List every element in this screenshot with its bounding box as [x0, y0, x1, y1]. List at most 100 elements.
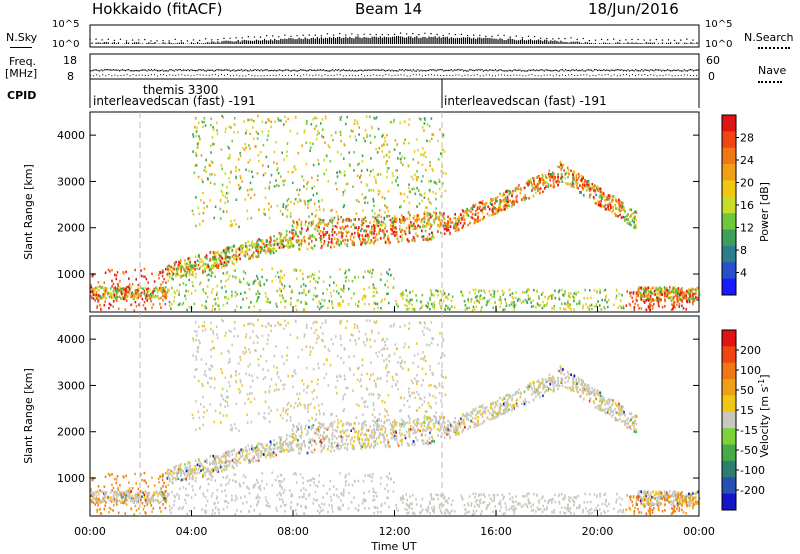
power-point: [632, 292, 635, 295]
power-point: [438, 225, 441, 229]
power-point: [189, 266, 192, 270]
freq-point: [100, 69, 102, 71]
power-point: [238, 253, 241, 257]
power-point: [295, 226, 298, 230]
freq-point: [519, 69, 521, 71]
power-point: [306, 225, 309, 229]
power-point: [549, 178, 552, 182]
power-point: [668, 291, 670, 294]
power-point: [411, 303, 413, 307]
power-point: [290, 297, 292, 300]
power-point: [550, 184, 552, 187]
power-point: [649, 304, 652, 307]
power-point: [256, 245, 259, 249]
power-point: [296, 299, 299, 302]
power-point: [156, 295, 159, 298]
power-point: [234, 254, 237, 257]
nave-point: [394, 74, 396, 76]
power-point: [399, 220, 401, 223]
power-point: [514, 296, 517, 299]
power-point: [345, 269, 347, 273]
power-point: [302, 277, 304, 281]
power-point: [308, 242, 310, 246]
power-point: [421, 304, 424, 308]
power-point: [666, 295, 668, 298]
power-point: [626, 214, 628, 218]
nave-point: [498, 74, 500, 76]
nave-point: [601, 74, 603, 76]
power-point: [669, 286, 671, 289]
power-point: [500, 302, 503, 305]
power-point: [91, 296, 93, 300]
power-point: [581, 183, 584, 186]
freq-point: [609, 70, 611, 72]
power-point: [336, 238, 339, 241]
power-point: [442, 216, 445, 220]
power-point: [250, 243, 253, 247]
power-point: [661, 293, 663, 297]
power-point: [480, 308, 482, 312]
power-point: [131, 283, 134, 286]
power-point: [128, 283, 131, 286]
power-point: [219, 261, 222, 265]
power-point: [276, 289, 279, 293]
power-point: [109, 287, 112, 290]
nave-point: [641, 74, 643, 76]
power-point: [442, 135, 445, 139]
power-point: [473, 221, 476, 225]
power-point: [577, 176, 580, 180]
freq-point: [686, 70, 689, 72]
power-point: [315, 124, 318, 128]
power-point: [434, 215, 437, 218]
power-point: [256, 292, 259, 295]
freq-point: [351, 69, 354, 71]
power-point: [322, 242, 325, 246]
power-point: [683, 291, 685, 294]
power-point: [538, 182, 540, 185]
nave-point: [656, 75, 658, 77]
power-point: [568, 306, 571, 309]
power-point: [686, 297, 689, 300]
freq-point: [531, 69, 533, 71]
power-point: [422, 223, 425, 227]
freq-point: [595, 69, 597, 71]
freq-point: [287, 69, 290, 71]
freq-point: [240, 69, 242, 71]
nsearch-dot: [552, 38, 554, 40]
power-point: [227, 297, 230, 301]
nsearch-dot: [533, 35, 536, 38]
power-point: [125, 270, 127, 274]
power-point: [218, 257, 220, 260]
power-point: [389, 218, 392, 222]
power-point: [279, 275, 281, 279]
power-point: [527, 182, 529, 186]
power-point: [348, 218, 350, 221]
freq-point: [327, 70, 329, 72]
freq-label-2: [MHz]: [5, 67, 38, 80]
power-point: [357, 300, 360, 303]
nave-point: [406, 75, 408, 77]
power-point: [107, 268, 110, 272]
power-point: [491, 203, 493, 206]
power-point: [445, 295, 447, 299]
power-point: [335, 210, 338, 214]
power-point: [670, 299, 673, 302]
power-point: [512, 200, 514, 203]
freq-point: [558, 70, 561, 72]
power-point: [322, 233, 325, 236]
power-point: [482, 207, 484, 211]
freq-point: [577, 70, 579, 72]
power-point: [340, 231, 343, 234]
power-point: [542, 175, 544, 178]
power-point: [428, 217, 430, 220]
power-point: [387, 286, 389, 289]
freq-point: [188, 70, 191, 72]
power-point: [603, 205, 606, 208]
power-point: [279, 279, 281, 282]
power-point: [440, 195, 442, 198]
power-point: [600, 308, 603, 311]
power-point: [421, 235, 423, 239]
freq-point: [478, 69, 480, 71]
power-point: [607, 203, 609, 207]
power-point: [362, 221, 365, 225]
